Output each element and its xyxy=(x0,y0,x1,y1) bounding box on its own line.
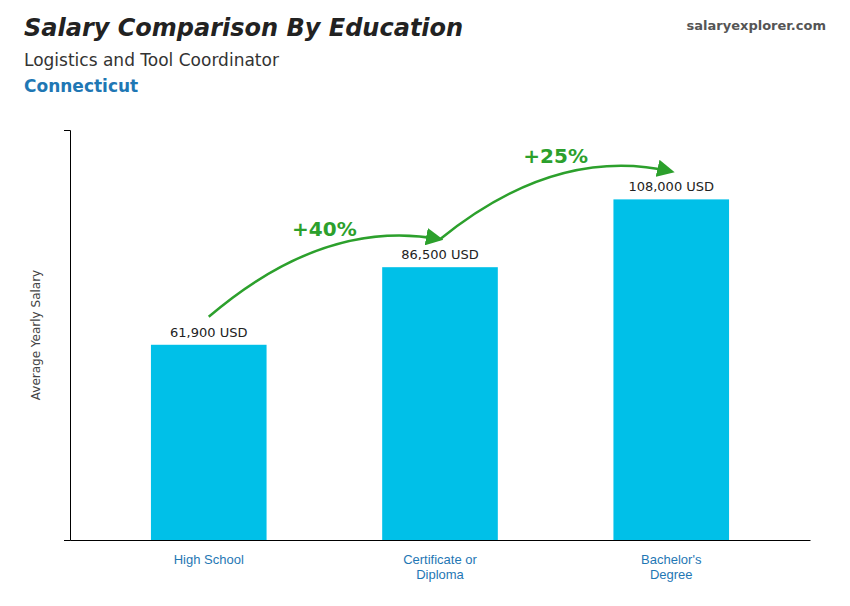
bar xyxy=(613,199,729,540)
x-tick-label-line: Bachelor's xyxy=(641,552,702,567)
bar xyxy=(382,267,498,540)
x-axis-line xyxy=(71,540,811,541)
x-tick: High School xyxy=(174,552,244,567)
annotation: Connecticut xyxy=(24,76,138,96)
x-tick-label-line: Certificate or xyxy=(403,552,477,567)
data-labels: 61,900 USD 86,500 USD 108,000 USD xyxy=(170,179,714,339)
y-axis-title: Average Yearly Salary xyxy=(29,270,43,400)
x-tick-label-line: Diploma xyxy=(416,567,464,582)
annotation: salaryexplorer.com xyxy=(687,18,826,33)
growth-label: +25% xyxy=(523,144,588,168)
bars xyxy=(151,199,729,540)
growth-label: +40% xyxy=(292,217,357,241)
growth-arrow xyxy=(440,166,671,239)
title: Salary Comparison By Education xyxy=(24,14,463,42)
x-axis: High School Certificate orDiploma Bachelor… xyxy=(71,541,811,583)
x-tick-label: Certificate orDiploma xyxy=(403,552,477,583)
x-tick-label: High School xyxy=(174,552,244,567)
chart: Salary Comparison By Education Logistics … xyxy=(0,0,850,606)
y-axis xyxy=(64,131,71,541)
plot: Average Yearly Salary High School Certific… xyxy=(29,131,811,583)
data-label: 61,900 USD xyxy=(170,325,247,340)
data-label: 108,000 USD xyxy=(628,179,714,194)
growth-arrow xyxy=(209,235,440,316)
subtitle: Logistics and Tool Coordinator xyxy=(24,50,279,70)
y-axis-line xyxy=(64,131,71,541)
data-label: 86,500 USD xyxy=(401,247,478,262)
x-tick: Certificate orDiploma xyxy=(403,552,477,583)
x-tick: Bachelor'sDegree xyxy=(641,552,702,583)
growth-arrows: +40% +25% xyxy=(209,144,672,316)
x-tick-label-line: High School xyxy=(174,552,244,567)
bar xyxy=(151,345,267,540)
x-tick-label: Bachelor'sDegree xyxy=(641,552,702,583)
x-tick-label-line: Degree xyxy=(650,567,693,582)
